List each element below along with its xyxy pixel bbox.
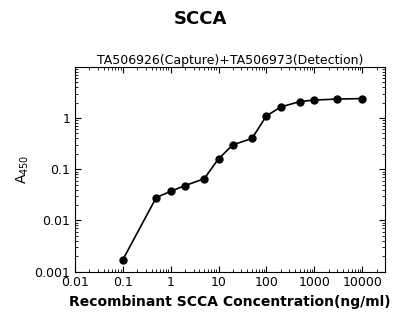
Title: TA506926(Capture)+TA506973(Detection): TA506926(Capture)+TA506973(Detection) [97,54,363,67]
Text: SCCA: SCCA [173,10,227,28]
Y-axis label: $\mathregular{A_{450}}$: $\mathregular{A_{450}}$ [15,155,31,184]
X-axis label: Recombinant SCCA Concentration(ng/ml): Recombinant SCCA Concentration(ng/ml) [69,295,391,309]
